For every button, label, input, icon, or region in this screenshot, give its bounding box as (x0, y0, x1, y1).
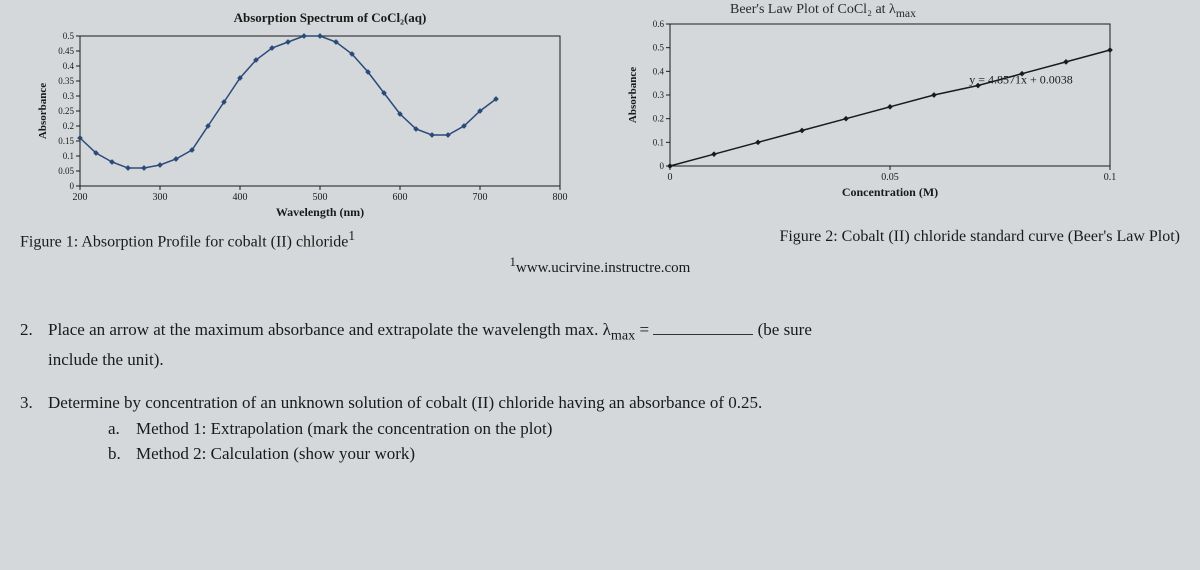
svg-text:0.25: 0.25 (58, 106, 74, 116)
captions-row: Figure 1: Absorption Profile for cobalt … (20, 228, 1180, 251)
svg-text:400: 400 (233, 192, 248, 203)
svg-text:0: 0 (660, 161, 665, 171)
svg-text:0.6: 0.6 (653, 19, 665, 29)
figure1-caption: Figure 1: Absorption Profile for cobalt … (20, 228, 355, 251)
q2-number: 2. (20, 317, 48, 372)
lambda-max-blank[interactable] (653, 317, 753, 335)
svg-text:0: 0 (70, 181, 75, 191)
question-3: 3. Determine by concentration of an unkn… (20, 390, 1180, 467)
svg-text:0.1: 0.1 (1104, 172, 1117, 183)
svg-text:0.4: 0.4 (63, 61, 75, 71)
svg-text:0.5: 0.5 (63, 31, 75, 41)
beers-law-chart: Beer's Law Plot of CoCl₂ at λmax 00.10.2… (610, 10, 1130, 200)
svg-text:500: 500 (313, 192, 328, 203)
footnote: 1www.ucirvine.instructre.com (20, 255, 1180, 277)
charts-row: Absorption Spectrum of CoCl₂(aq) 0 0.05 0.… (20, 10, 1180, 220)
svg-text:0.35: 0.35 (58, 76, 74, 86)
figure2-caption: Figure 2: Cobalt (II) chloride standard … (779, 228, 1180, 251)
svg-text:Absorbance: Absorbance (37, 83, 49, 139)
svg-text:0.05: 0.05 (58, 166, 74, 176)
svg-text:300: 300 (153, 192, 168, 203)
svg-text:0.05: 0.05 (881, 172, 899, 183)
svg-text:0: 0 (668, 172, 673, 183)
svg-text:0.3: 0.3 (63, 91, 75, 101)
svg-text:0.3: 0.3 (653, 90, 665, 100)
svg-text:Concentration (M): Concentration (M) (842, 185, 938, 199)
q3b: b. Method 2: Calculation (show your work… (108, 441, 1180, 467)
svg-text:y = 4.8571x + 0.0038: y = 4.8571x + 0.0038 (969, 73, 1073, 87)
q2-body: Place an arrow at the maximum absorbance… (48, 317, 1180, 372)
svg-text:0.2: 0.2 (653, 114, 664, 124)
svg-text:0.4: 0.4 (653, 66, 665, 76)
svg-text:0.1: 0.1 (653, 137, 664, 147)
absorption-spectrum-chart: Absorption Spectrum of CoCl₂(aq) 0 0.05 0.… (20, 10, 580, 220)
chart1-svg: 0 0.05 0.1 0.15 0.2 0.25 0.3 0.35 0.4 0.45 0.5 200 3… (20, 30, 580, 220)
svg-text:700: 700 (473, 192, 488, 203)
question-2: 2. Place an arrow at the maximum absorba… (20, 317, 1180, 372)
q3-sublist: a. Method 1: Extrapolation (mark the con… (108, 416, 1180, 467)
svg-text:0.5: 0.5 (653, 43, 665, 53)
svg-text:600: 600 (393, 192, 408, 203)
chart2-partial-title: Beer's Law Plot of CoCl₂ at λmax (730, 2, 916, 20)
svg-text:0.2: 0.2 (63, 121, 74, 131)
svg-text:0.45: 0.45 (58, 46, 74, 56)
chart2-svg: 0 0.1 0.2 0.3 0.4 0.5 0.6 0 0.05 0.1 Absorbance Con… (610, 10, 1130, 200)
svg-text:Wavelength (nm): Wavelength (nm) (276, 205, 364, 219)
chart1-title: Absorption Spectrum of CoCl₂(aq) (80, 10, 580, 26)
svg-text:200: 200 (73, 192, 88, 203)
q3-body: Determine by concentration of an unknown… (48, 390, 1180, 467)
q3-number: 3. (20, 390, 48, 467)
svg-text:0.15: 0.15 (58, 136, 74, 146)
q3a: a. Method 1: Extrapolation (mark the con… (108, 416, 1180, 442)
questions-section: 2. Place an arrow at the maximum absorba… (20, 317, 1180, 467)
svg-text:Absorbance: Absorbance (627, 67, 639, 123)
svg-text:0.1: 0.1 (63, 151, 74, 161)
svg-text:800: 800 (553, 192, 568, 203)
